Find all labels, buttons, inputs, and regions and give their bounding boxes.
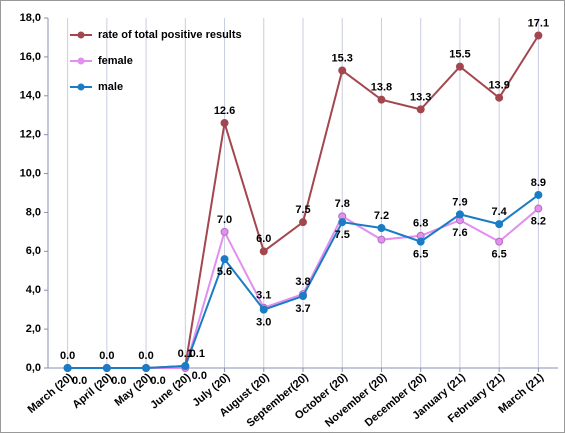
data-point [534,31,543,40]
data-label: 6.8 [413,218,428,230]
y-tick-label: 0,0 [26,362,41,374]
data-label: 3.0 [256,317,271,329]
data-label: 15.5 [449,49,470,61]
data-label: 7.0 [217,214,232,226]
data-point [259,247,268,256]
data-point [455,62,464,71]
data-label: 8.9 [531,177,546,189]
data-label: 0.0 [192,370,207,382]
data-label: 7.2 [374,210,389,222]
legend-label: rate of total positive results [98,29,242,41]
data-point [416,237,425,246]
y-tick-label: 14,0 [20,90,41,102]
data-point [259,305,268,314]
data-label: 12.6 [214,105,235,117]
data-label: 6.5 [413,249,428,261]
data-label: 5.6 [217,266,232,278]
y-tick-label: 10,0 [20,167,41,179]
data-label: 0.0 [72,375,87,387]
data-point [299,292,307,301]
data-label: 13.9 [488,80,509,92]
data-point [220,255,229,264]
data-point [377,95,386,104]
y-tick-label: 12,0 [20,129,41,141]
data-point [220,119,229,127]
data-label: 8.2 [531,215,546,227]
data-point [495,220,504,229]
data-label: 0.0 [99,350,114,362]
x-tick-label: March (20) [26,371,76,416]
data-label: 3.8 [295,276,310,288]
y-tick-label: 16,0 [20,51,41,63]
legend-marker [77,31,85,39]
data-label: 0.1 [178,348,193,360]
data-point [338,218,347,227]
y-tick-label: 6,0 [26,245,41,257]
data-label: 0.0 [138,350,153,362]
data-point [63,364,72,372]
data-label: 13.8 [371,82,392,94]
data-label: 7.5 [335,229,350,241]
legend-marker [77,57,85,65]
data-label: 3.7 [295,303,310,315]
y-tick-label: 2,0 [26,323,41,335]
data-label: 7.9 [452,196,467,208]
data-point [455,210,464,219]
data-point [495,237,504,246]
data-point [495,93,504,102]
data-point [220,227,229,236]
data-point [377,235,386,244]
data-point [377,224,386,232]
data-label: 13.3 [410,91,431,103]
data-label: 0.1 [190,348,205,360]
data-point [338,66,347,75]
data-label: 0.0 [60,350,75,362]
data-label: 6.0 [256,233,271,245]
data-label: 6.5 [492,249,507,261]
y-tick-label: 18,0 [20,12,41,24]
data-label: 15.3 [332,52,353,64]
data-label: 7.5 [295,204,310,216]
data-label: 17.1 [528,17,549,29]
data-point [534,190,543,199]
legend-marker [77,83,85,91]
data-point [534,204,543,213]
data-label: 3.1 [256,290,271,302]
y-tick-label: 4,0 [26,284,41,296]
y-tick-label: 8,0 [26,206,41,218]
legend-label: female [98,55,133,67]
data-point [299,218,307,227]
data-point [416,105,425,114]
data-point [142,364,151,372]
data-label: 0.0 [150,375,165,387]
data-point [181,362,190,371]
data-point [102,364,111,372]
data-label: 7.8 [335,198,350,210]
data-label: 7.6 [452,227,467,239]
data-label: 0.0 [111,375,126,387]
data-label: 7.4 [492,206,508,218]
legend-label: male [98,81,123,93]
